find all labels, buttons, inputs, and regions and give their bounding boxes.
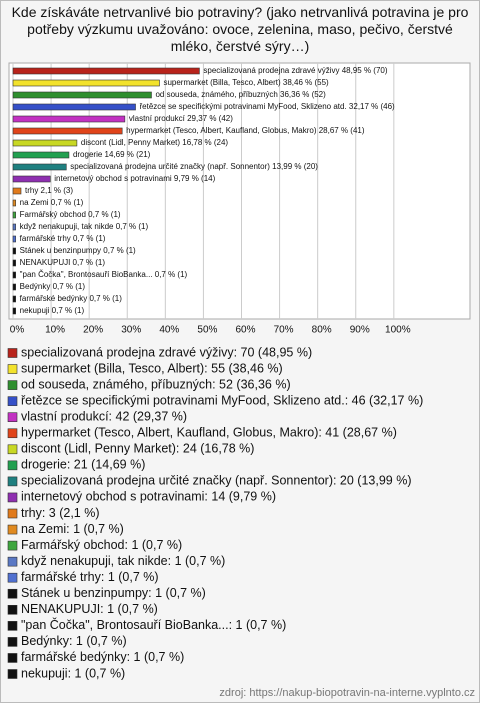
bar [12, 283, 16, 291]
bar [12, 151, 70, 159]
chart-title: Kde získáváte netrvanlivé bio potraviny?… [11, 4, 469, 54]
bar [12, 259, 16, 267]
bar [12, 211, 16, 219]
bar [12, 115, 126, 123]
bar [12, 199, 16, 207]
x-tick-label: 90% [350, 325, 370, 336]
bar-label: "pan Čočka", Brontosauří BioBanka... 0,7… [20, 270, 188, 279]
legend-label: od souseda, známého, příbuzných: 52 (36,… [21, 377, 291, 391]
legend-swatch [7, 380, 18, 390]
bar-label: specializovaná prodejna zdravé výživy 48… [203, 66, 387, 75]
bar [12, 295, 16, 303]
bar-label: internetový obchod s potravinami 9,79 % … [54, 174, 215, 183]
legend-swatch [7, 348, 18, 358]
x-tick-label: 0% [10, 325, 25, 336]
legend-swatch [7, 669, 18, 679]
bar [12, 91, 152, 99]
bar [12, 103, 136, 111]
legend-label: hypermarket (Tesco, Albert, Kaufland, Gl… [21, 426, 397, 440]
legend-label: když nenakupuji, tak nikde: 1 (0,7 %) [21, 554, 225, 568]
bar [12, 127, 123, 135]
legend-swatch [7, 588, 18, 599]
bar-label: hypermarket (Tesco, Albert, Kaufland, Gl… [126, 126, 365, 135]
legend-swatch [7, 412, 18, 423]
legend-label: farmářské bedýnky: 1 (0,7 %) [21, 650, 184, 664]
legend-swatch [7, 604, 18, 615]
bar-label: nekupuji 0,7 % (1) [20, 306, 85, 315]
x-tick-label: 20% [83, 325, 103, 336]
legend-swatch [7, 653, 18, 663]
legend-label: Farmářský obchod: 1 (0,7 %) [21, 538, 182, 552]
legend-swatch [7, 540, 18, 551]
legend-swatch [7, 364, 18, 374]
legend-label: Stánek u benzinpumpy: 1 (0,7 %) [21, 586, 206, 600]
x-tick-label: 50% [197, 325, 217, 336]
bar-label: trhy 2,1 % (3) [25, 186, 73, 195]
legend-swatch [7, 492, 18, 503]
legend-swatch [7, 476, 18, 487]
bar [12, 175, 51, 183]
legend-swatch [7, 556, 18, 567]
bar [12, 139, 78, 147]
bar-label: Farmářský obchod 0,7 % (1) [20, 210, 121, 219]
legend-label: Bedýnky: 1 (0,7 %) [21, 634, 127, 648]
legend-label: řetězce se specifickými potravinami MyFo… [21, 393, 423, 407]
x-tick-label: 40% [159, 325, 179, 336]
bar-label: specializovaná prodejna určité značky (n… [70, 162, 318, 171]
bar-label: Bedýnky 0,7 % (1) [20, 282, 86, 291]
legend-swatch [7, 460, 18, 471]
legend-label: farmářské trhy: 1 (0,7 %) [21, 570, 159, 584]
bar-label: farmářské trhy 0,7 % (1) [20, 234, 106, 243]
x-tick-label: 70% [274, 325, 294, 336]
legend-label: vlastní produkcí: 42 (29,37 %) [21, 409, 187, 423]
bar-label: od souseda, známého, příbuzných 36,36 % … [155, 90, 326, 99]
bar-label: když nenakupuji, tak nikde 0,7 % (1) [20, 222, 149, 231]
legend-swatch [7, 444, 18, 455]
x-tick-label: 60% [235, 325, 255, 336]
legend-label: supermarket (Billa, Tesco, Albert): 55 (… [21, 361, 283, 375]
legend-label: drogerie: 21 (14,69 %) [21, 458, 145, 472]
legend-swatch [7, 524, 18, 535]
legend-label: specializovaná prodejna určité značky (n… [21, 474, 412, 488]
bar [12, 187, 22, 195]
bar-label: supermarket (Billa, Tesco, Albert) 38,46… [163, 78, 329, 87]
legend-swatch [7, 572, 18, 583]
legend-swatch [7, 637, 18, 647]
legend-label: specializovaná prodejna zdravé výživy: 7… [21, 345, 312, 359]
bar [12, 223, 16, 231]
legend-label: NENAKUPUJI: 1 (0,7 %) [21, 602, 158, 616]
bar [12, 163, 67, 171]
bar-label: discont (Lidl, Penny Market) 16,78 % (24… [81, 138, 229, 147]
bar [12, 247, 16, 255]
bar-label: na Zemi 0,7 % (1) [20, 198, 84, 207]
legend-swatch [7, 508, 18, 519]
legend-swatch [7, 621, 18, 631]
bar [12, 271, 16, 279]
legend-swatch [7, 396, 18, 406]
legend-label: "pan Čočka", Brontosauří BioBanka...: 1 … [21, 617, 286, 632]
x-tick-label: 30% [121, 325, 141, 336]
legend-swatch [7, 428, 18, 439]
bar [12, 235, 16, 243]
legend-label: nekupuji: 1 (0,7 %) [21, 666, 125, 680]
bar [12, 79, 160, 87]
bar-label: NENAKUPUJI 0,7 % (1) [20, 258, 106, 267]
bar-label: řetězce se specifickými potravinami MyFo… [140, 102, 396, 111]
bar-label: drogerie 14,69 % (21) [73, 150, 151, 159]
bar-label: Stánek u benzinpumpy 0,7 % (1) [20, 246, 136, 255]
bar [12, 67, 200, 75]
legend-label: discont (Lidl, Penny Market): 24 (16,78 … [21, 442, 254, 456]
source: zdroj: https://nakup-biopotravin-na-inte… [219, 687, 475, 699]
bar-label: farmářské bedýnky 0,7 % (1) [20, 294, 123, 303]
x-tick-label: 80% [312, 325, 332, 336]
x-tick-label: 10% [45, 325, 65, 336]
legend-label: na Zemi: 1 (0,7 %) [21, 522, 124, 536]
bar [12, 307, 16, 315]
bar-label: vlastní produkcí 29,37 % (42) [129, 114, 233, 123]
legend-label: internetový obchod s potravinami: 14 (9,… [21, 490, 276, 504]
legend-label: trhy: 3 (2,1 %) [21, 506, 100, 520]
x-tick-label: 100% [385, 325, 411, 336]
